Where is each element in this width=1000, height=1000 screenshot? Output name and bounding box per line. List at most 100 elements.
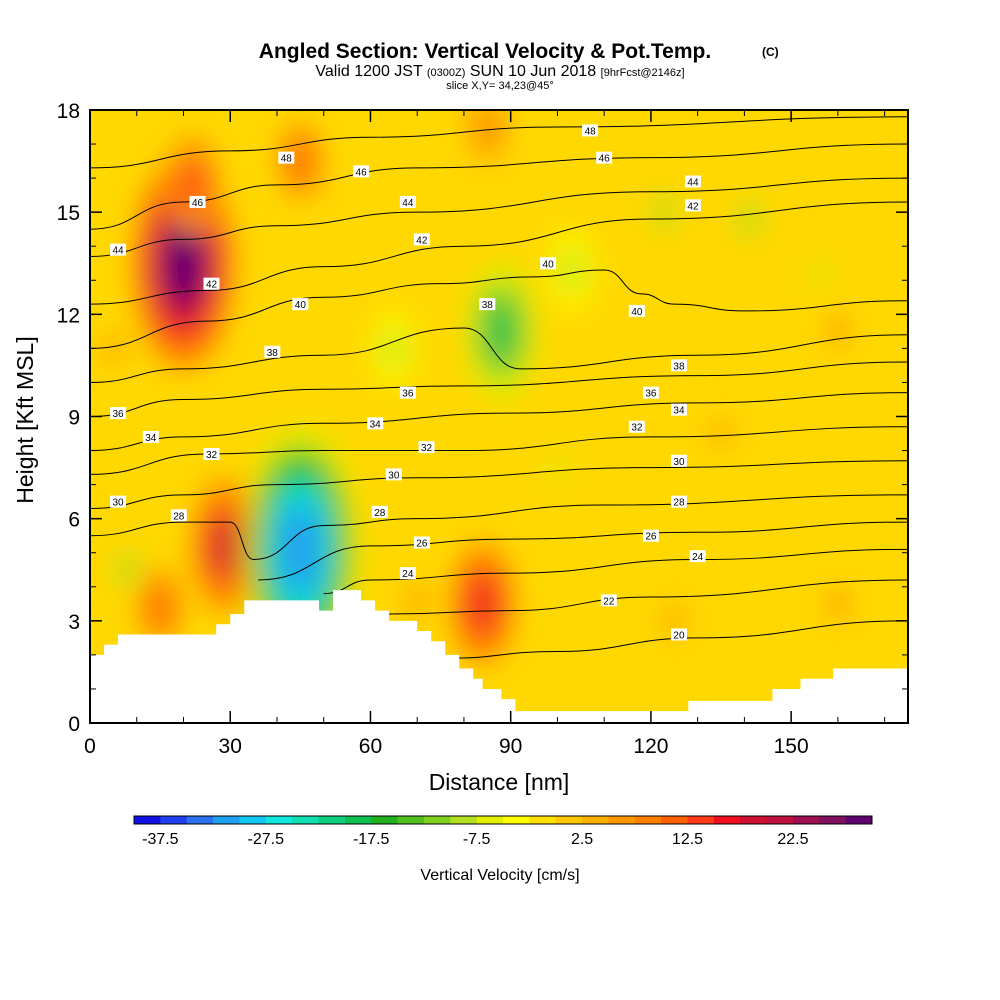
contour-label-text: 38 bbox=[482, 300, 494, 311]
colorbar-swatch bbox=[371, 816, 399, 824]
theta-contour bbox=[90, 177, 908, 257]
contour-label-text: 34 bbox=[145, 433, 157, 444]
theta-contour bbox=[90, 392, 908, 452]
contour-label-text: 38 bbox=[673, 361, 685, 372]
contour-label: 34 bbox=[367, 417, 384, 430]
contour-label: 44 bbox=[684, 175, 701, 189]
contour-label: 30 bbox=[110, 495, 127, 509]
contour-label-text: 28 bbox=[173, 511, 185, 522]
theta-contour bbox=[90, 201, 908, 305]
colorbar-swatch bbox=[792, 816, 820, 824]
contour-label-text: 20 bbox=[673, 630, 685, 641]
contour-label-text: 34 bbox=[673, 406, 685, 417]
contour-label-text: 30 bbox=[673, 457, 685, 468]
contour-label: 32 bbox=[203, 447, 220, 461]
contour-label-text: 26 bbox=[645, 532, 657, 543]
contour-label: 20 bbox=[670, 628, 687, 641]
colorbar bbox=[133, 815, 873, 825]
contour-label: 46 bbox=[189, 195, 206, 209]
forecast-info: [9hrFcst@2146z] bbox=[601, 67, 685, 79]
colorbar-swatch bbox=[476, 816, 504, 824]
velocity-feature bbox=[210, 515, 241, 577]
velocity-feature bbox=[163, 220, 204, 307]
contour-label-text: 30 bbox=[388, 470, 400, 481]
colorbar-swatch bbox=[213, 816, 240, 824]
velocity-feature bbox=[278, 501, 323, 598]
contour-label-text: 36 bbox=[645, 389, 657, 400]
velocity-feature bbox=[407, 584, 427, 617]
contour-label: 36 bbox=[110, 407, 127, 420]
contour-label-text: 44 bbox=[402, 198, 414, 209]
contour-label: 42 bbox=[203, 277, 220, 291]
contour-label: 40 bbox=[292, 298, 309, 311]
colorbar-tick-label: -37.5 bbox=[142, 831, 179, 848]
contour-label-text: 48 bbox=[585, 126, 597, 137]
contour-label: 44 bbox=[110, 243, 127, 257]
contour-label: 24 bbox=[399, 567, 416, 580]
velocity-feature bbox=[665, 605, 684, 636]
contour-label-text: 34 bbox=[370, 419, 382, 430]
y-tick-label: 9 bbox=[68, 407, 80, 430]
velocity-feature bbox=[828, 315, 848, 348]
contour-label: 34 bbox=[670, 403, 687, 417]
theta-contour bbox=[90, 269, 908, 349]
contour-label-text: 32 bbox=[631, 423, 643, 434]
velocity-feature bbox=[289, 141, 312, 182]
contour-label-text: 44 bbox=[112, 246, 124, 257]
contour-label: 42 bbox=[413, 233, 430, 246]
colorbar-swatch bbox=[503, 816, 530, 824]
y-tick-label: 12 bbox=[57, 304, 80, 327]
contour-label-text: 30 bbox=[112, 498, 124, 509]
velocity-feature bbox=[655, 194, 675, 230]
theta-contour bbox=[258, 521, 908, 581]
contour-label: 32 bbox=[628, 420, 645, 434]
valid-line: Valid 1200 JST (0300Z) SUN 10 Jun 2018 [… bbox=[315, 63, 684, 80]
contour-label-text: 22 bbox=[603, 596, 615, 607]
contour-label-text: 44 bbox=[687, 178, 699, 189]
colorbar-tick-label: 12.5 bbox=[672, 831, 703, 848]
contour-label: 24 bbox=[689, 550, 706, 563]
contour-label-text: 32 bbox=[421, 443, 433, 454]
colorbar-swatch bbox=[292, 816, 319, 824]
contour-label: 46 bbox=[353, 165, 370, 178]
y-tick-label: 18 bbox=[57, 100, 80, 123]
contour-label: 38 bbox=[264, 345, 281, 359]
chart-title: Angled Section: Vertical Velocity & Pot.… bbox=[259, 40, 711, 63]
slice-info: slice X,Y= 34,23@45° bbox=[446, 80, 554, 92]
contour-label: 28 bbox=[670, 495, 687, 509]
contour-label: 44 bbox=[399, 195, 416, 209]
colorbar-swatch bbox=[134, 816, 161, 824]
contour-label: 30 bbox=[385, 468, 402, 481]
contour-label-text: 48 bbox=[281, 154, 293, 165]
colorbar-swatch bbox=[423, 816, 451, 824]
valid-utc: (0300Z) bbox=[427, 67, 466, 79]
colorbar-tick-label: 22.5 bbox=[777, 831, 808, 848]
contour-labels: 48 48 46 46 46 44 44 44 42 42 42 40 40 40 38 38 38 36 36 36… bbox=[110, 124, 706, 641]
velocity-feature bbox=[828, 587, 848, 620]
contour-label-text: 46 bbox=[356, 167, 368, 178]
contour-label: 42 bbox=[684, 199, 701, 212]
x-tick-label: 150 bbox=[774, 735, 809, 758]
contour-label-text: 40 bbox=[631, 307, 643, 318]
colorbar-swatch bbox=[239, 816, 267, 824]
contour-label-text: 40 bbox=[295, 300, 307, 311]
colorbar-swatch bbox=[160, 816, 188, 824]
contour-label-text: 36 bbox=[402, 389, 414, 400]
velocity-feature bbox=[810, 258, 828, 289]
colorbar-swatch bbox=[661, 816, 688, 824]
colorbar-swatch bbox=[634, 816, 662, 824]
colorbar-tick-label: -27.5 bbox=[248, 831, 285, 848]
colorbar-tick-label: 2.5 bbox=[571, 831, 593, 848]
colorbar-label: Vertical Velocity [cm/s] bbox=[420, 867, 579, 884]
colorbar-ticks: -37.5 -27.5 -17.5 -7.5 2.5 12.5 22.5 bbox=[142, 831, 808, 848]
contour-label: 40 bbox=[540, 257, 557, 270]
colorbar-swatch bbox=[608, 816, 636, 824]
contour-label: 38 bbox=[479, 298, 496, 311]
colorbar-swatch bbox=[318, 816, 346, 824]
theta-contour bbox=[90, 116, 908, 169]
colorbar-swatch bbox=[713, 816, 741, 824]
y-tick-label: 15 bbox=[57, 202, 80, 225]
colorbar-swatch bbox=[766, 816, 794, 824]
theta-contour bbox=[90, 143, 908, 230]
colorbar-swatch bbox=[450, 816, 478, 824]
